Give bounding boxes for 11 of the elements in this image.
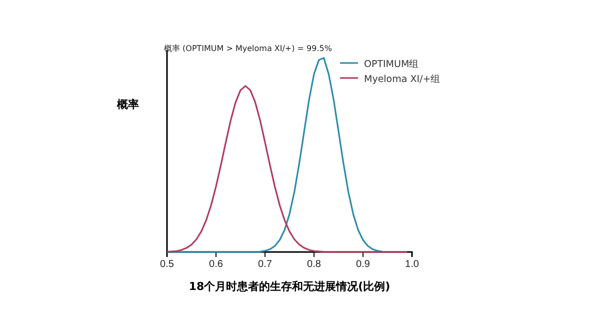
x-tick-label: 0.6 [209,259,224,270]
x-tick-label: 0.9 [356,259,370,270]
x-tick-label: 1.0 [405,259,420,270]
x-tick-label: 0.5 [160,259,174,270]
x-tick-label: 0.7 [258,259,272,270]
legend-label: OPTIMUM组 [364,58,420,70]
x-axis-title: 18个月时患者的生存和无进展情况(比例) [188,280,390,293]
legend-label: Myeloma XI/+组 [364,73,441,85]
y-axis-title: 概率 [116,98,139,111]
text: 概率 (OPTIMUM > Myeloma XI/+) = 99.5% [164,44,332,53]
x-tick-label: 0.8 [307,259,322,270]
